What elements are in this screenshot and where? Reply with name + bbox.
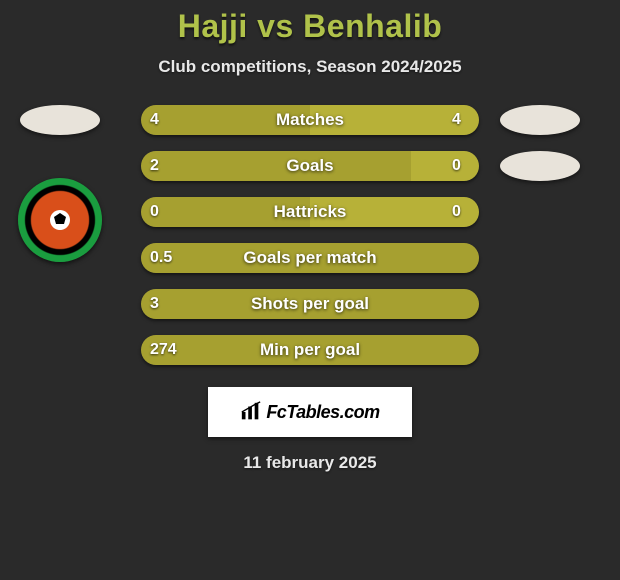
stat-bar-track: Hattricks <box>141 197 479 227</box>
stat-value-left: 274 <box>150 341 177 359</box>
stat-label: Goals <box>286 156 333 176</box>
stat-bar-track: Goals <box>141 151 479 181</box>
stat-value-right: 0 <box>452 203 461 221</box>
stat-row: Min per goal 274 <box>0 335 620 365</box>
team-logo-left <box>20 105 100 135</box>
date-text: 11 february 2025 <box>243 453 376 473</box>
stat-bar-track: Shots per goal <box>141 289 479 319</box>
bar-chart-icon <box>240 401 262 423</box>
stat-value-left: 2 <box>150 157 159 175</box>
fctables-banner[interactable]: FcTables.com <box>208 387 412 437</box>
stat-value-right: 4 <box>452 111 461 129</box>
stat-label: Hattricks <box>274 202 347 222</box>
club-badge-left <box>18 178 102 262</box>
comparison-widget: Hajji vs Benhalib Club competitions, Sea… <box>0 0 620 473</box>
club-ball-icon <box>40 200 80 240</box>
page-title: Hajji vs Benhalib <box>178 8 443 45</box>
stat-value-left: 3 <box>150 295 159 313</box>
stat-row: Goals per match 0.5 <box>0 243 620 273</box>
subtitle: Club competitions, Season 2024/2025 <box>158 57 461 77</box>
team-logo-right <box>500 105 580 135</box>
stat-bar-track: Min per goal <box>141 335 479 365</box>
stat-bar-right <box>411 151 479 181</box>
stat-bar-left <box>141 151 411 181</box>
stat-label: Goals per match <box>243 248 376 268</box>
stat-value-left: 4 <box>150 111 159 129</box>
stat-label: Matches <box>276 110 344 130</box>
stat-bar-track: Goals per match <box>141 243 479 273</box>
stat-row: Goals 2 0 <box>0 151 620 181</box>
banner-text: FcTables.com <box>266 402 379 423</box>
stat-bar-track: Matches <box>141 105 479 135</box>
stat-value-left: 0 <box>150 203 159 221</box>
stat-label: Min per goal <box>260 340 360 360</box>
stat-row: Shots per goal 3 <box>0 289 620 319</box>
stat-value-left: 0.5 <box>150 249 172 267</box>
stat-value-right: 0 <box>452 157 461 175</box>
stat-label: Shots per goal <box>251 294 369 314</box>
stat-row: Matches 4 4 <box>0 105 620 135</box>
team-logo-right-secondary <box>500 151 580 181</box>
